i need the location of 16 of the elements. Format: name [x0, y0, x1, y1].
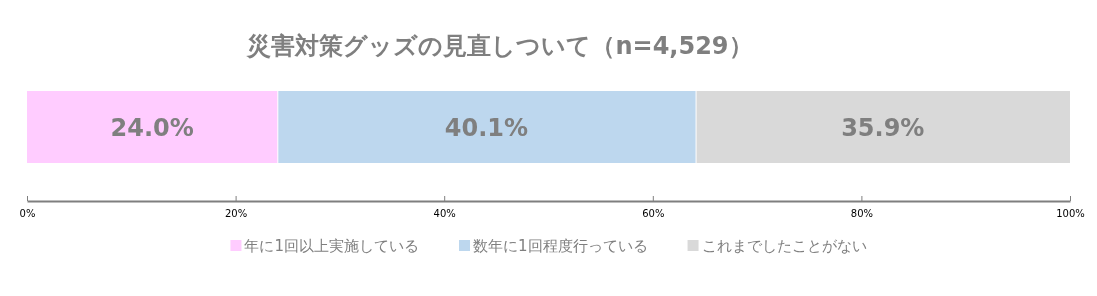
legend-label: 年に1回以上実施している	[244, 237, 419, 255]
x-tick-label: 80%	[850, 208, 874, 219]
bar	[27, 91, 278, 163]
data-label: 40.1%	[444, 114, 529, 142]
data-label: 35.9%	[841, 114, 925, 142]
legend-label: 数年に1回程度行っている	[473, 237, 648, 255]
bar	[278, 91, 696, 163]
x-tick-label: 100%	[1056, 208, 1085, 219]
x-tick-label: 60%	[642, 208, 665, 219]
x-tick-label: 0%	[19, 208, 36, 219]
bar	[696, 91, 1070, 163]
data-label: 24.0%	[110, 114, 194, 142]
x-tick-label: 20%	[224, 208, 248, 219]
legend-label: これまでしたことがない	[701, 237, 867, 255]
chart-title: 災害対策グッズの見直しついて（n=4,529）	[246, 32, 753, 60]
x-tick-label: 40%	[433, 208, 456, 219]
